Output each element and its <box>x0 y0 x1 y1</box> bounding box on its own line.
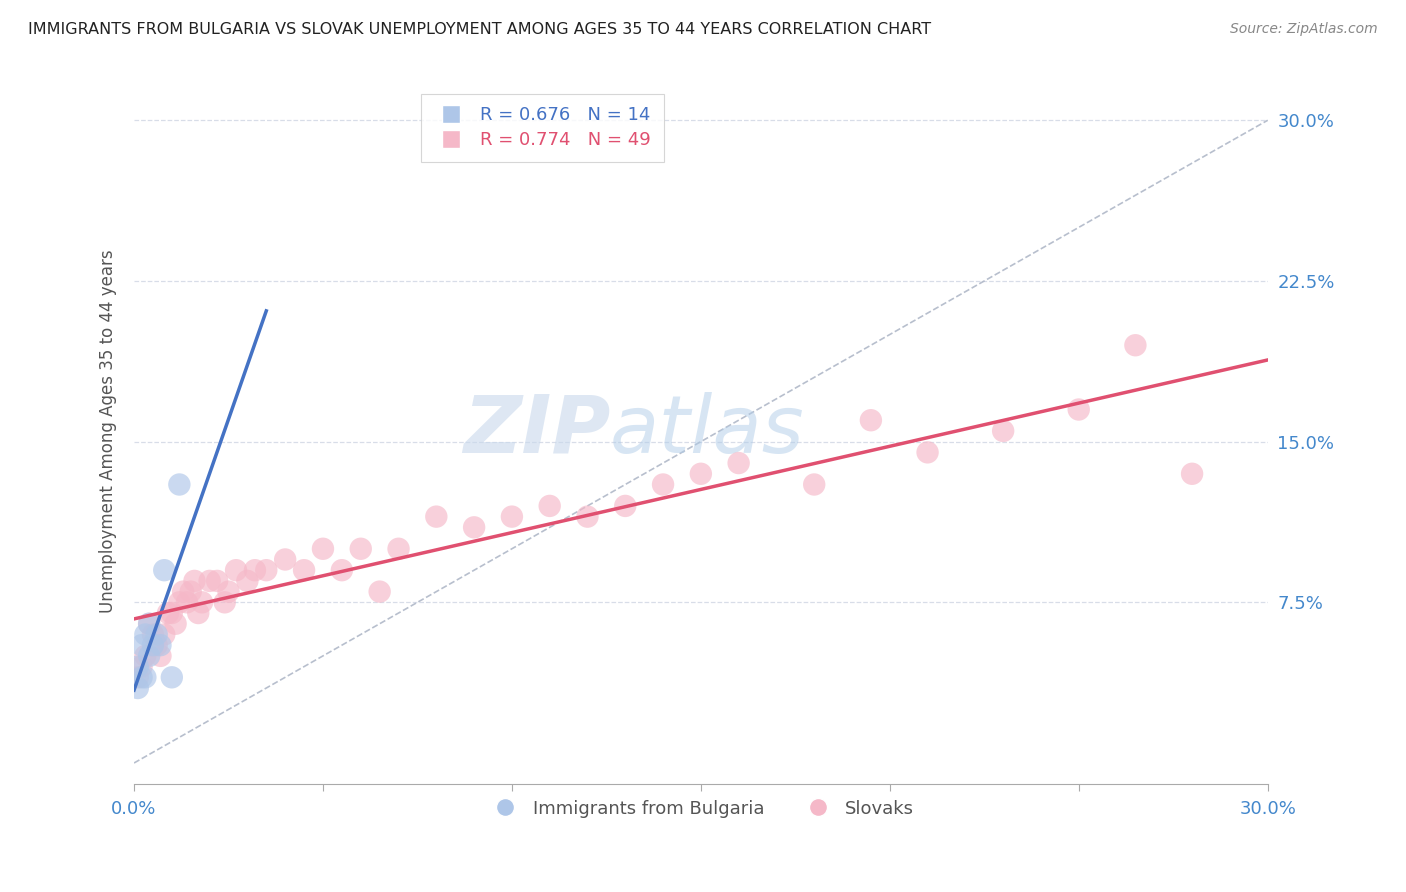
Point <box>153 563 176 577</box>
Point <box>145 638 167 652</box>
Point <box>145 627 167 641</box>
Point <box>134 648 156 663</box>
Point <box>274 552 297 566</box>
Point <box>138 648 160 663</box>
Point <box>127 681 149 695</box>
Point <box>127 659 149 673</box>
Point <box>917 445 939 459</box>
Point <box>614 499 637 513</box>
Point <box>218 584 240 599</box>
Point <box>225 563 247 577</box>
Point <box>350 541 373 556</box>
Point <box>160 606 183 620</box>
Point <box>198 574 221 588</box>
Legend: Immigrants from Bulgaria, Slovaks: Immigrants from Bulgaria, Slovaks <box>481 792 921 825</box>
Point <box>463 520 485 534</box>
Point <box>191 595 214 609</box>
Point <box>169 477 191 491</box>
Point <box>652 477 675 491</box>
Point <box>138 616 160 631</box>
Text: atlas: atlas <box>610 392 804 470</box>
Point <box>131 670 153 684</box>
Point <box>538 499 561 513</box>
Point <box>153 627 176 641</box>
Point <box>1181 467 1204 481</box>
Point <box>292 563 315 577</box>
Point <box>176 595 198 609</box>
Point <box>727 456 749 470</box>
Point <box>330 563 353 577</box>
Point <box>142 638 165 652</box>
Point <box>138 616 160 631</box>
Point <box>205 574 228 588</box>
Point <box>157 606 180 620</box>
Point <box>142 627 165 641</box>
Point <box>134 670 156 684</box>
Point <box>1125 338 1147 352</box>
Point <box>180 584 202 599</box>
Point <box>991 424 1014 438</box>
Point <box>368 584 391 599</box>
Point <box>254 563 277 577</box>
Text: Source: ZipAtlas.com: Source: ZipAtlas.com <box>1230 22 1378 37</box>
Point <box>387 541 409 556</box>
Text: ZIP: ZIP <box>463 392 610 470</box>
Point <box>165 616 187 631</box>
Point <box>803 477 825 491</box>
Point <box>187 606 209 620</box>
Point <box>127 670 149 684</box>
Point <box>172 584 194 599</box>
Point <box>1067 402 1090 417</box>
Point <box>134 627 156 641</box>
Point <box>169 595 191 609</box>
Point <box>859 413 882 427</box>
Point <box>312 541 335 556</box>
Point <box>149 648 172 663</box>
Point <box>214 595 236 609</box>
Point <box>576 509 599 524</box>
Point <box>183 574 205 588</box>
Y-axis label: Unemployment Among Ages 35 to 44 years: Unemployment Among Ages 35 to 44 years <box>100 249 117 613</box>
Point <box>243 563 266 577</box>
Point <box>149 638 172 652</box>
Point <box>236 574 259 588</box>
Point <box>131 659 153 673</box>
Point <box>131 638 153 652</box>
Text: IMMIGRANTS FROM BULGARIA VS SLOVAK UNEMPLOYMENT AMONG AGES 35 TO 44 YEARS CORREL: IMMIGRANTS FROM BULGARIA VS SLOVAK UNEMP… <box>28 22 931 37</box>
Point <box>160 670 183 684</box>
Point <box>689 467 711 481</box>
Point <box>425 509 447 524</box>
Point <box>501 509 523 524</box>
